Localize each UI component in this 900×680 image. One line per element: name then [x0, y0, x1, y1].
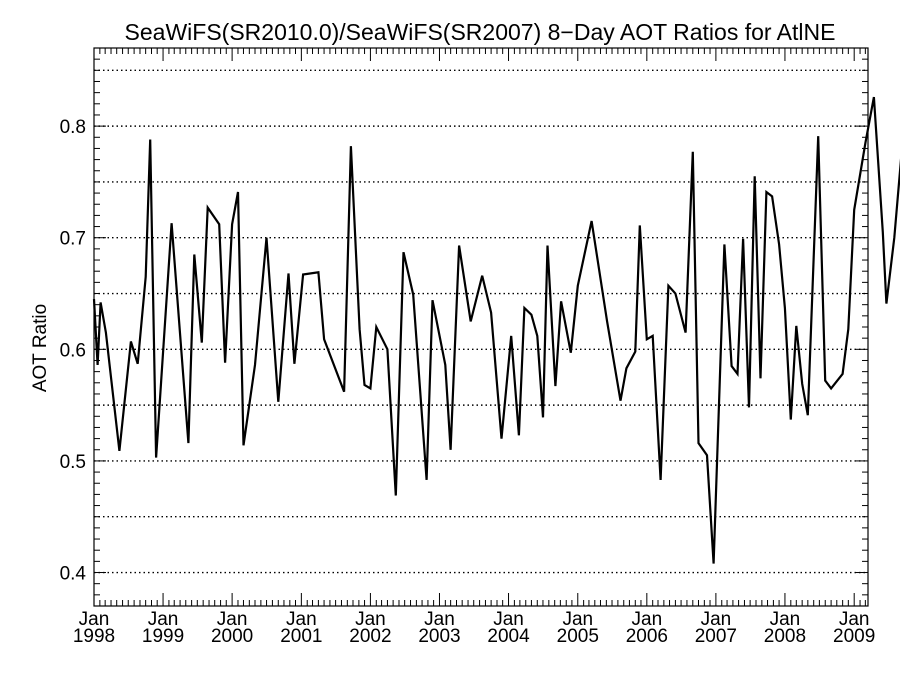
series-layer [92, 96, 900, 564]
x-tick-label-year: 2001 [280, 626, 322, 647]
x-tick-label-year: 1998 [73, 626, 115, 647]
y-tick-label: 0.8 [60, 117, 86, 138]
x-tick-label-month: Jan [701, 609, 732, 630]
x-tick-label-month: Jan [424, 609, 455, 630]
x-tick-label-year: 2003 [418, 626, 460, 647]
x-tick-label-month: Jan [493, 609, 524, 630]
x-tick-label-year: 2006 [626, 626, 668, 647]
x-tick-label-year: 2004 [487, 626, 530, 647]
chart-title: SeaWiFS(SR2010.0)/SeaWiFS(SR2007) 8−Day … [125, 19, 836, 45]
y-tick-label: 0.4 [60, 564, 87, 585]
y-tick-label: 0.5 [60, 452, 86, 473]
x-tick-label-year: 2007 [695, 626, 737, 647]
x-tick-label-month: Jan [79, 609, 110, 630]
x-tick-label-year: 2002 [349, 626, 391, 647]
y-axis-label: AOT Ratio [30, 304, 51, 392]
axes: 0.40.50.60.70.8Jan1998Jan1999Jan2000Jan2… [60, 47, 875, 647]
x-tick-label-month: Jan [562, 609, 593, 630]
x-tick-label-month: Jan [286, 609, 317, 630]
x-tick-label-year: 2005 [557, 626, 599, 647]
y-tick-label: 0.7 [60, 229, 86, 250]
y-tick-label: 0.6 [60, 340, 86, 361]
x-tick-label-month: Jan [839, 609, 870, 630]
x-tick-label-month: Jan [148, 609, 179, 630]
x-tick-label-year: 2000 [211, 626, 253, 647]
x-tick-label-month: Jan [355, 609, 386, 630]
x-tick-label-month: Jan [770, 609, 801, 630]
series-line [92, 96, 900, 564]
x-tick-label-year: 2009 [833, 626, 875, 647]
x-tick-label-month: Jan [632, 609, 663, 630]
x-tick-label-year: 1999 [142, 626, 184, 647]
x-tick-label-year: 2008 [764, 626, 806, 647]
x-tick-label-month: Jan [217, 609, 248, 630]
